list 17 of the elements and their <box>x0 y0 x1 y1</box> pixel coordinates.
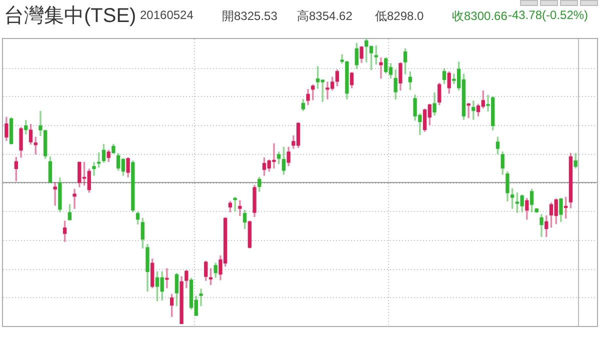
candlestick <box>92 162 96 176</box>
text: 20160524 <box>140 8 194 22</box>
chart-title: 台灣集中(TSE) <box>4 4 136 29</box>
candlestick <box>233 196 237 212</box>
text: 收8300.66 <box>452 8 508 25</box>
text: 高8354.62 <box>297 8 352 25</box>
candlestick <box>466 102 470 118</box>
candlestick <box>238 200 242 216</box>
candlestick <box>53 182 57 206</box>
candlestick <box>38 110 42 136</box>
candlestick <box>72 188 76 209</box>
candlestick <box>165 268 169 288</box>
candlestick <box>199 288 203 306</box>
text: -43.78(-0.52%) <box>508 8 588 22</box>
text: 低8298.0 <box>375 8 424 25</box>
candlestick <box>379 57 383 79</box>
text: 開8325.53 <box>222 8 278 25</box>
